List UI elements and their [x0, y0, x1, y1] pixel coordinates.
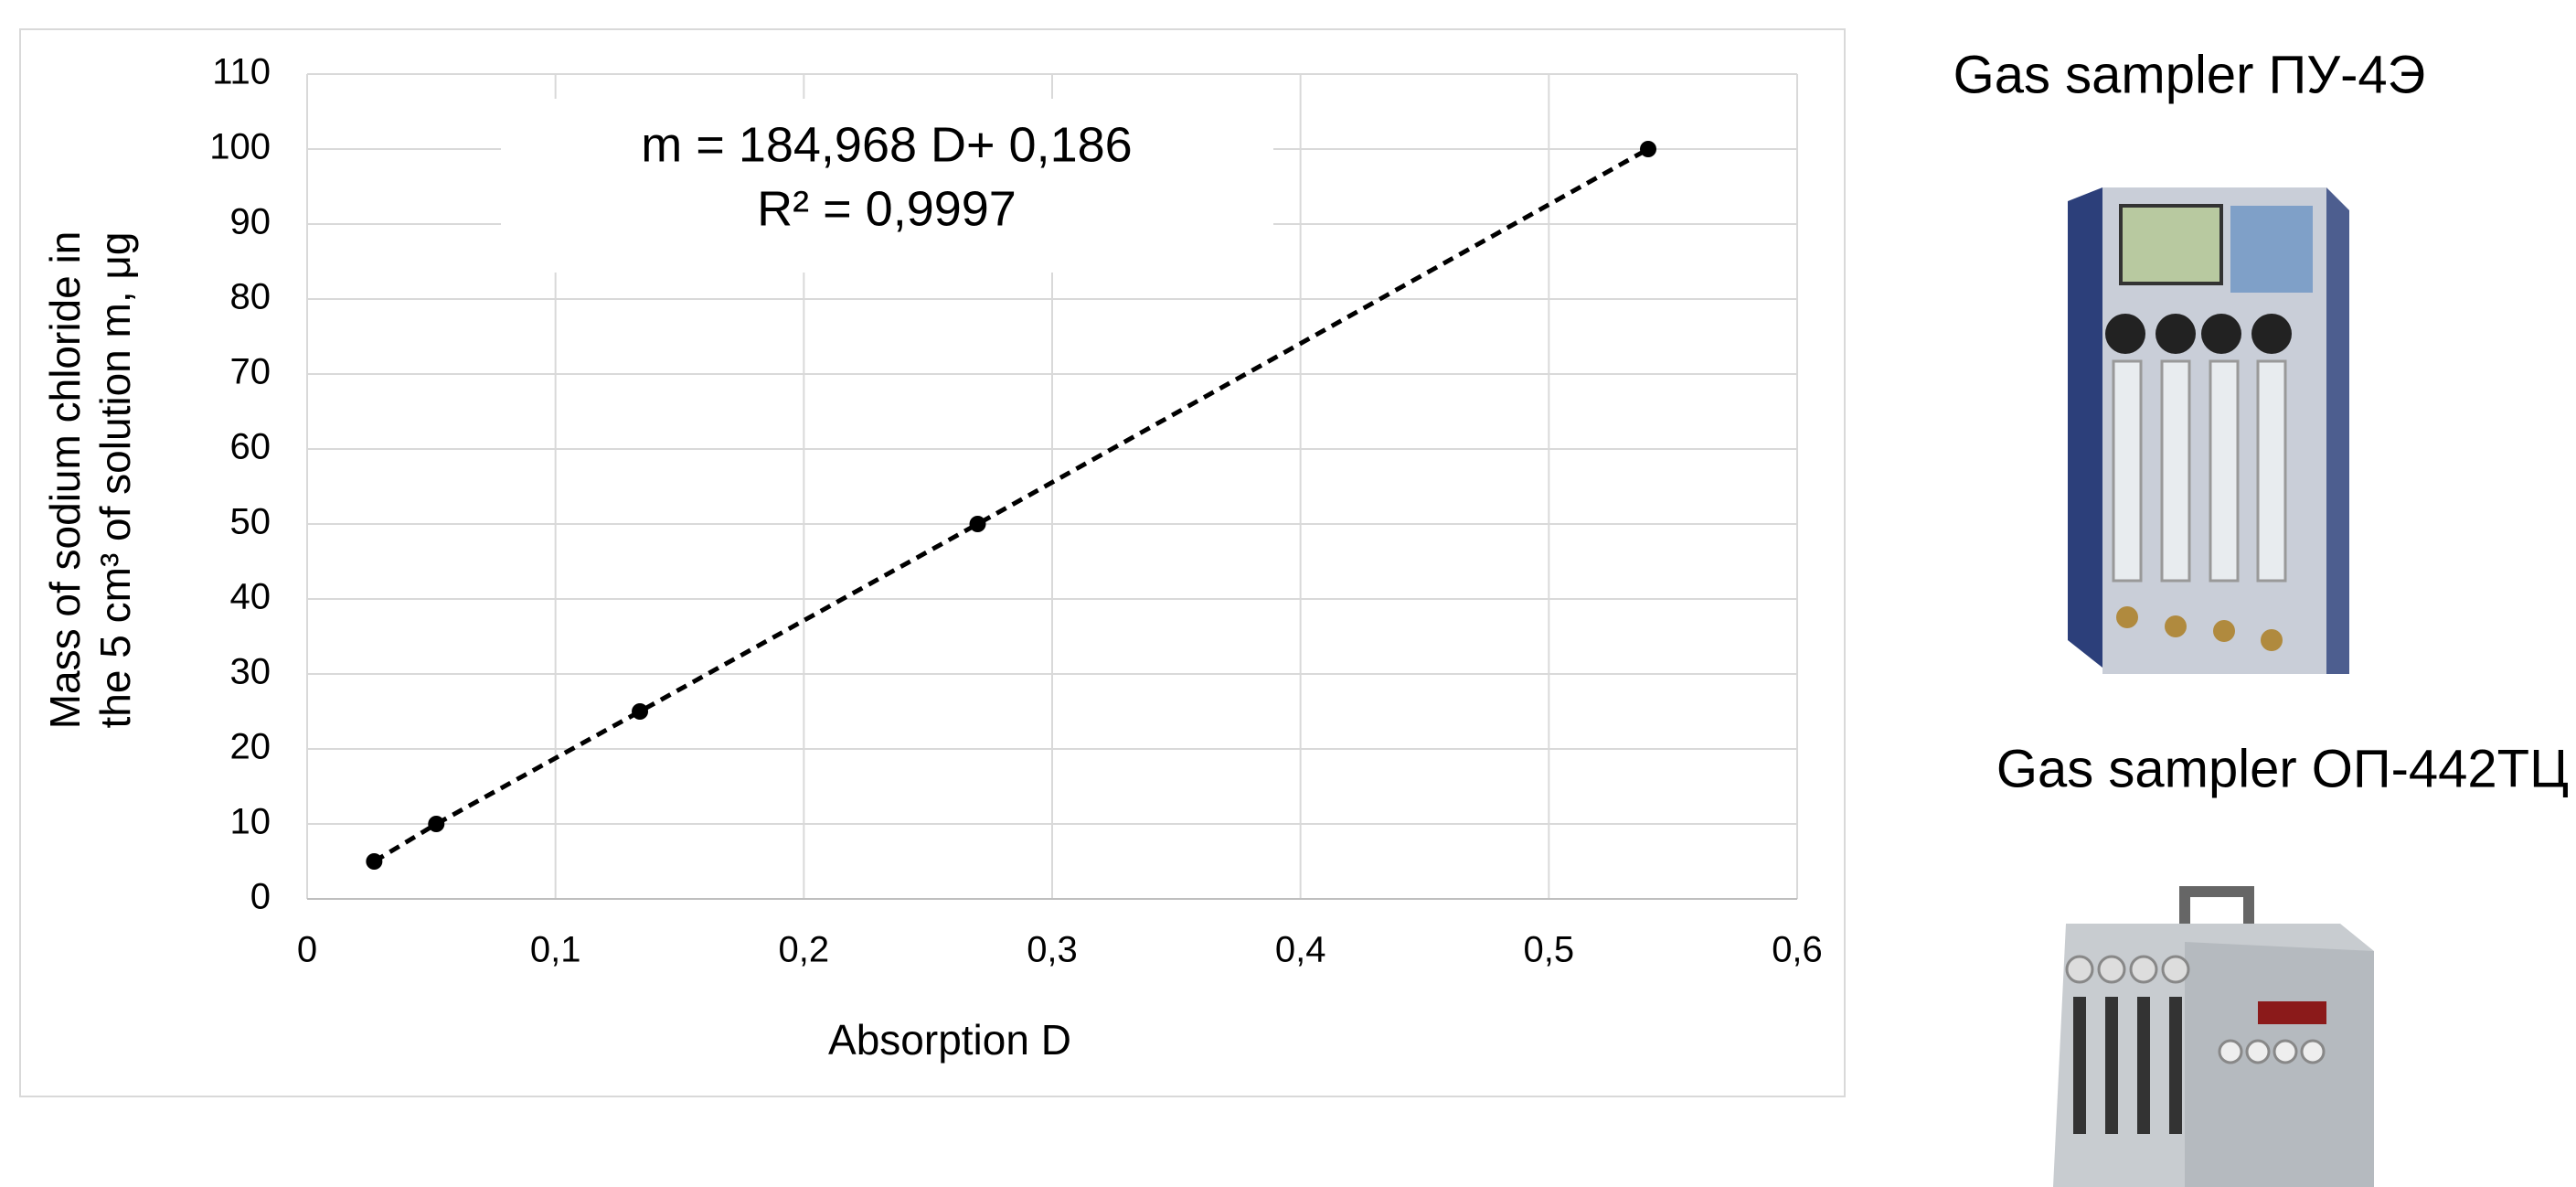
y-axis-label: the 5 cm³ of solution m, μg [91, 232, 139, 729]
y-tick-label: 110 [212, 52, 271, 92]
data-point [632, 703, 649, 720]
y-tick-label: 0 [250, 877, 271, 917]
annotation-box [501, 99, 1273, 273]
y-axis-label: Mass of sodium chloride in [41, 231, 89, 730]
y-tick-label: 100 [209, 127, 271, 167]
y-tick-label: 20 [230, 727, 271, 767]
x-tick-label: 0,4 [1275, 930, 1326, 970]
y-tick-label: 80 [230, 277, 271, 317]
device-photo [2053, 886, 2374, 1187]
photo-title: Gas sampler ПУ-4Э [1953, 45, 2426, 104]
data-point [1640, 141, 1656, 157]
y-tick-label: 70 [230, 352, 271, 392]
data-point [366, 853, 383, 870]
device-photo [2068, 187, 2349, 674]
data-point [969, 516, 986, 532]
x-tick-label: 0,3 [1027, 930, 1078, 970]
plot [366, 141, 1656, 870]
x-tick-label: 0,6 [1772, 930, 1823, 970]
data-point [428, 816, 445, 832]
y-tick-label: 30 [230, 652, 271, 692]
y-tick-label: 40 [230, 577, 271, 617]
x-tick-label: 0 [297, 930, 317, 970]
y-tick-label: 60 [230, 427, 271, 467]
x-tick-label: 0,5 [1524, 930, 1575, 970]
equation: m = 184,968 D+ 0,186 [641, 117, 1132, 172]
y-tick-label: 10 [230, 802, 271, 842]
y-tick-label: 90 [230, 202, 271, 242]
photo-title: Gas sampler ОП-442ТЦ [1996, 739, 2569, 798]
r-squared: R² = 0,9997 [757, 181, 1017, 236]
x-axis-label: Absorption D [828, 1016, 1071, 1064]
y-tick-label: 50 [230, 502, 271, 542]
x-tick-label: 0,2 [779, 930, 830, 970]
x-tick-label: 0,1 [530, 930, 581, 970]
